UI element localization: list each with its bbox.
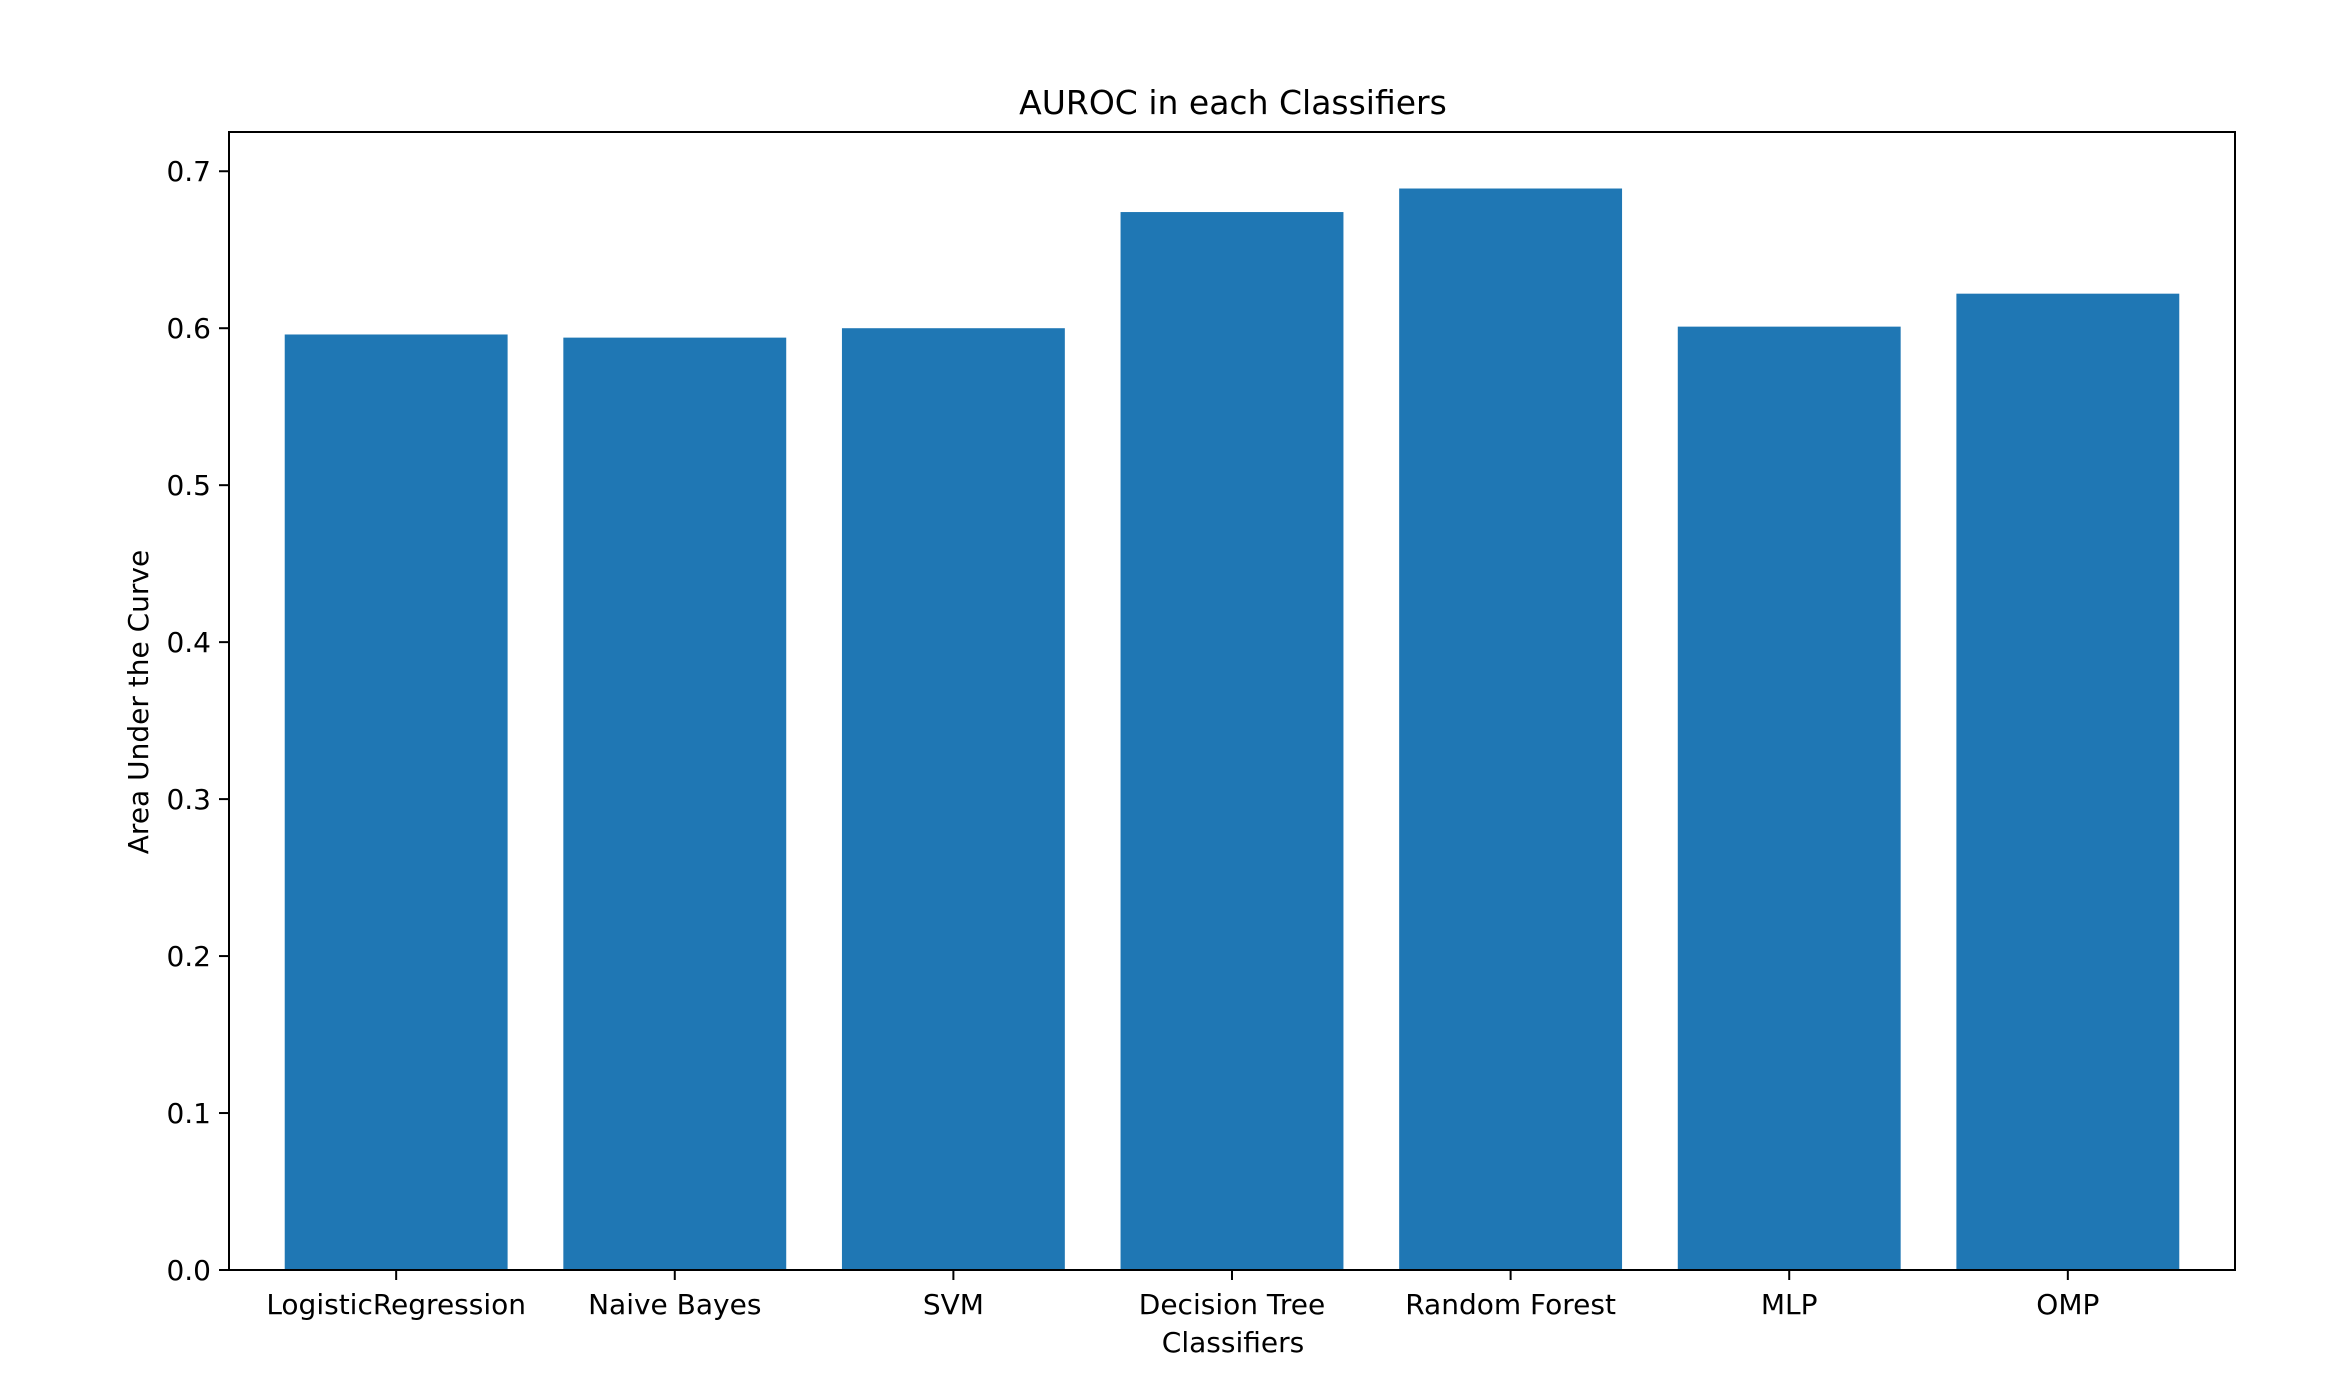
y-axis-ticks: 0.0 0.1 0.2 0.3 0.4 0.5 0.6 0.7 <box>166 155 229 1287</box>
bar-omp <box>1956 293 2180 1271</box>
bar-svm <box>841 328 1065 1270</box>
x-tick-label: OMP <box>2036 1288 2099 1321</box>
bar-logisticregression <box>284 334 508 1271</box>
x-tick-label: Random Forest <box>1405 1288 1616 1321</box>
bar-decision-tree <box>1120 212 1344 1271</box>
x-tick-label: LogisticRegression <box>266 1288 526 1321</box>
x-tick-label: SVM <box>923 1288 984 1321</box>
y-tick-label: 0.7 <box>166 155 211 188</box>
x-axis-ticks: LogisticRegression Naive Bayes SVM Decision… <box>266 1270 2099 1321</box>
bars-group <box>284 188 2180 1271</box>
y-tick-label: 0.0 <box>166 1254 211 1287</box>
x-axis-label: Classifiers <box>1162 1326 1304 1359</box>
y-tick-label: 0.2 <box>166 940 211 973</box>
x-tick-label: Naive Bayes <box>588 1288 761 1321</box>
chart-title: AUROC in each Classifiers <box>1019 83 1447 122</box>
x-tick-label: MLP <box>1761 1288 1818 1321</box>
y-tick-label: 0.5 <box>166 469 211 502</box>
y-axis-label: Area Under the Curve <box>122 550 155 854</box>
y-tick-label: 0.6 <box>166 312 211 345</box>
bar-naive-bayes <box>563 337 787 1270</box>
y-tick-label: 0.1 <box>166 1097 211 1130</box>
y-tick-label: 0.3 <box>166 783 211 816</box>
bar-mlp <box>1677 326 1901 1271</box>
plot-area-frame <box>228 131 2236 1271</box>
bar-random-forest <box>1399 188 1623 1271</box>
y-tick-label: 0.4 <box>166 626 211 659</box>
x-tick-label: Decision Tree <box>1139 1288 1325 1321</box>
